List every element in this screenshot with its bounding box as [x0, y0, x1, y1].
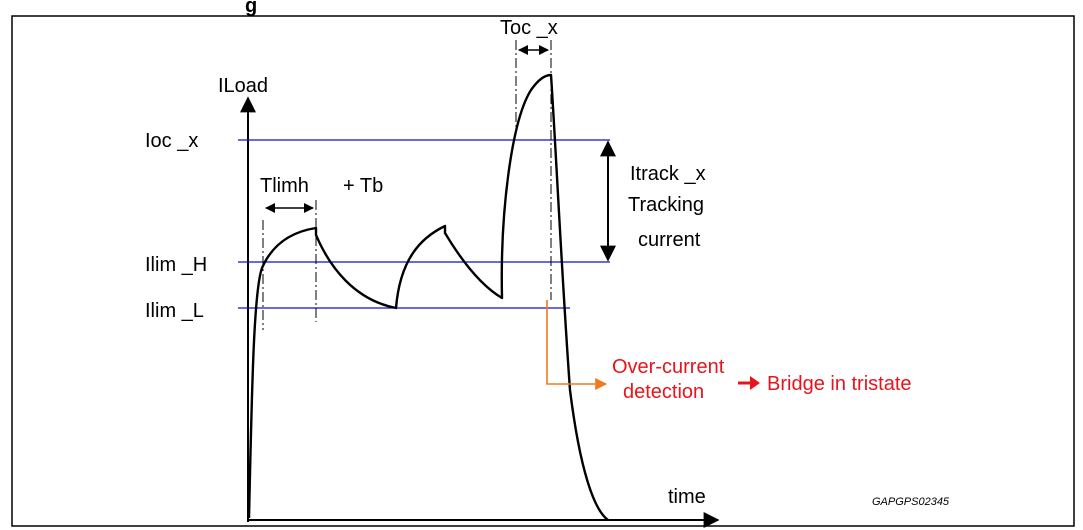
- ioc-label: Ioc _x: [145, 130, 198, 152]
- current-label: current: [638, 229, 701, 251]
- tracking-label: Tracking: [628, 194, 704, 216]
- detection-label: detection: [623, 381, 704, 403]
- y-axis-label: ILoad: [218, 75, 268, 97]
- itrack-label: Itrack _x: [630, 163, 706, 185]
- figure-border: [11, 15, 1075, 527]
- overcurrent-detection-arrow: [546, 300, 608, 390]
- figure-title-fragment: g: [245, 0, 257, 17]
- tb-label: + Tb: [343, 175, 383, 197]
- figure-code: GAPGPS02345: [872, 496, 950, 508]
- right-arrow-icon: [738, 376, 760, 390]
- overcurrent-label: Over-current: [612, 356, 725, 378]
- x-axis-label: time: [668, 486, 706, 508]
- bridge-tristate-label: Bridge in tristate: [767, 373, 912, 395]
- toc-label: Toc _x: [500, 17, 558, 39]
- ilim-h-label: Ilim _H: [145, 254, 207, 276]
- ilim-l-label: Ilim _L: [145, 300, 204, 322]
- tlimh-label: Tlimh: [260, 175, 309, 197]
- load-current-curve: [247, 73, 609, 521]
